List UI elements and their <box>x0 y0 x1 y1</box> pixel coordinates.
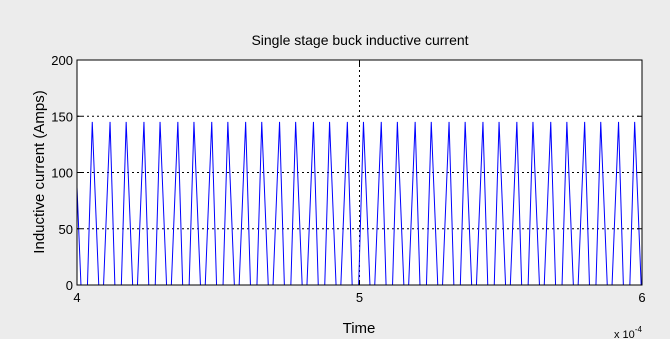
grid-layer <box>77 60 642 285</box>
x-tick-label-2: 6 <box>638 290 645 305</box>
x-exponent-label: x 10-4 <box>614 325 642 339</box>
y-axis-label: Inductive current (Amps) <box>31 90 48 253</box>
x-tick-label-1: 5 <box>356 290 363 305</box>
x-exponent-base: x 10 <box>614 329 635 339</box>
x-tick-label-0: 4 <box>73 290 80 305</box>
y-tick-label-3: 150 <box>51 109 73 124</box>
x-axis-label: Time <box>343 320 376 337</box>
y-tick-label-0: 0 <box>66 278 73 293</box>
y-tick-label-4: 200 <box>51 53 73 68</box>
y-tick-label-2: 100 <box>51 166 73 181</box>
x-exponent-power: -4 <box>635 325 643 334</box>
y-tick-label-1: 50 <box>59 222 73 237</box>
chart-title: Single stage buck inductive current <box>251 32 468 48</box>
tick-layer: 0 50 100 150 200 4 5 6 <box>51 53 645 305</box>
